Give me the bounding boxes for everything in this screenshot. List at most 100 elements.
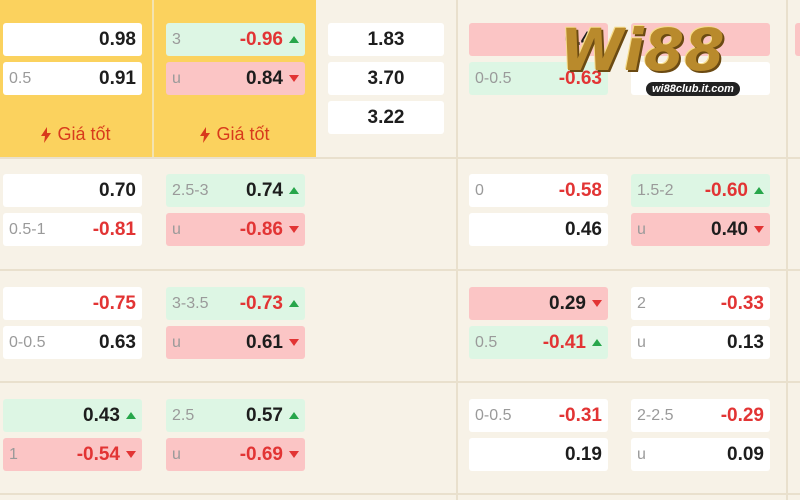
odds-cell-half-over[interactable] (631, 23, 770, 56)
odds-cell-half-handicap-away[interactable]: 0.19 (469, 438, 608, 471)
odds-value: 0.63 (99, 331, 136, 353)
odds-cell-half-handicap-home[interactable]: 0-0.5 -0.31 (469, 399, 608, 432)
arrow-up-icon (289, 300, 299, 307)
odds-cell-handicap-away[interactable]: 0.5-1 -0.81 (3, 213, 142, 246)
odds-cell-under[interactable]: u 0.84 (166, 62, 305, 95)
odds-value: 1.83 (367, 28, 405, 50)
odds-cell-half-handicap-home[interactable]: 0.29 (469, 287, 608, 320)
odds-value: 0.46 (565, 218, 602, 240)
line-label: u (172, 69, 181, 87)
odds-cell-handicap-away[interactable]: 1 -0.54 (3, 438, 142, 471)
odds-value: -0.33 (720, 292, 764, 314)
row-divider (0, 493, 800, 495)
line-label: 0-0.5 (475, 406, 512, 424)
odds-cell-1x2-draw[interactable]: 3.70 (328, 62, 444, 95)
odds-value: -0.73 (239, 292, 283, 314)
line-label: u (172, 445, 181, 463)
odds-value: 0.43 (565, 28, 602, 50)
line-label: 2-2.5 (637, 406, 674, 424)
line-label: 0.5 (475, 333, 498, 351)
odds-value: 3.70 (367, 67, 405, 89)
odds-cell-half-under[interactable]: u 0.40 (631, 213, 770, 246)
odds-cell-half-under[interactable]: u 0.13 (631, 326, 770, 359)
odds-value: 0.29 (549, 292, 586, 314)
odds-cell-half-over[interactable]: 2 -0.33 (631, 287, 770, 320)
column-divider (152, 0, 154, 157)
odds-cell-half-handicap-away[interactable]: 0-0.5 -0.63 (469, 62, 608, 95)
odds-value: 0.43 (83, 404, 120, 426)
odds-cell-over[interactable]: 3 -0.96 (166, 23, 305, 56)
best-price-badge: Giá tốt (0, 124, 152, 145)
line-label: u (637, 333, 646, 351)
odds-cell-handicap-home[interactable]: 0.70 (3, 174, 142, 207)
odds-value: -0.54 (76, 443, 120, 465)
odds-value: 0.84 (246, 67, 283, 89)
line-label: 0.5-1 (9, 220, 46, 238)
line-label: 2 (637, 294, 646, 312)
odds-cell-half-over[interactable]: 1.5-2 -0.60 (631, 174, 770, 207)
odds-cell-handicap-home[interactable]: 0.43 (3, 399, 142, 432)
best-price-badge: Giá tốt (154, 124, 316, 145)
row-divider (0, 157, 800, 159)
arrow-up-icon (289, 36, 299, 43)
odds-value: -0.41 (542, 331, 586, 353)
line-label: 2.5-3 (172, 181, 209, 199)
odds-cell-half-over[interactable]: 2-2.5 -0.29 (631, 399, 770, 432)
odds-value: 0.91 (99, 67, 136, 89)
line-label: 0.5 (9, 69, 32, 87)
odds-cell-under[interactable]: u -0.86 (166, 213, 305, 246)
arrow-up-icon (289, 412, 299, 419)
odds-value: 0.57 (246, 404, 283, 426)
odds-value: -0.69 (239, 443, 283, 465)
odds-cell-over[interactable]: 2.5 0.57 (166, 399, 305, 432)
odds-cell-handicap-home[interactable]: -0.75 (3, 287, 142, 320)
row-divider (0, 269, 800, 271)
line-label: u (637, 220, 646, 238)
odds-cell-over[interactable]: 3-3.5 -0.73 (166, 287, 305, 320)
arrow-up-icon (754, 187, 764, 194)
odds-value: 0.40 (711, 218, 748, 240)
odds-value: -0.63 (558, 67, 602, 89)
arrow-down-icon (289, 339, 299, 346)
column-divider (786, 0, 788, 500)
logo-text: Wi88 (560, 16, 725, 84)
odds-value: -0.81 (92, 218, 136, 240)
odds-cell-half-handicap-away[interactable]: 0.46 (469, 213, 608, 246)
odds-cell-half-under[interactable]: u 0.09 (631, 438, 770, 471)
line-label: 0-0.5 (9, 333, 46, 351)
odds-cell-handicap-away[interactable]: 0.5 0.91 (3, 62, 142, 95)
odds-cell-under[interactable]: u 0.61 (166, 326, 305, 359)
line-label: u (172, 333, 181, 351)
odds-cell-half-handicap-away[interactable]: 0.5 -0.41 (469, 326, 608, 359)
odds-cell-half-handicap-home[interactable]: 0.43 (469, 23, 608, 56)
odds-cell-handicap-away[interactable]: 0-0.5 0.63 (3, 326, 142, 359)
arrow-down-icon (289, 451, 299, 458)
lightning-icon (41, 126, 52, 143)
odds-value: 0.74 (246, 179, 283, 201)
line-label: 1 (9, 445, 18, 463)
arrow-up-icon (289, 187, 299, 194)
odds-value: -0.60 (704, 179, 748, 201)
odds-cell-under[interactable]: u -0.69 (166, 438, 305, 471)
odds-value: 0.09 (727, 443, 764, 465)
odds-cell-over[interactable]: 2.5-3 0.74 (166, 174, 305, 207)
odds-cell-1x2-away[interactable]: 3.22 (328, 101, 444, 134)
line-label: 3 (172, 30, 181, 48)
odds-value: -0.29 (720, 404, 764, 426)
odds-cell-half-handicap-home[interactable]: 0 -0.58 (469, 174, 608, 207)
arrow-down-icon (126, 451, 136, 458)
odds-value: 0.13 (727, 331, 764, 353)
best-price-label: Giá tốt (57, 124, 111, 144)
line-label: u (172, 220, 181, 238)
odds-cell-extra[interactable] (795, 23, 800, 56)
row-divider (0, 381, 800, 383)
arrow-down-icon (592, 300, 602, 307)
logo-url: wi88club.it.com (646, 82, 740, 96)
odds-cell-1x2-home[interactable]: 1.83 (328, 23, 444, 56)
odds-value: -0.75 (92, 292, 136, 314)
line-label: 1.5-2 (637, 181, 674, 199)
odds-value: -0.86 (239, 218, 283, 240)
odds-cell-handicap-home[interactable]: 0.98 (3, 23, 142, 56)
line-label: u (637, 445, 646, 463)
line-label: 3-3.5 (172, 294, 209, 312)
